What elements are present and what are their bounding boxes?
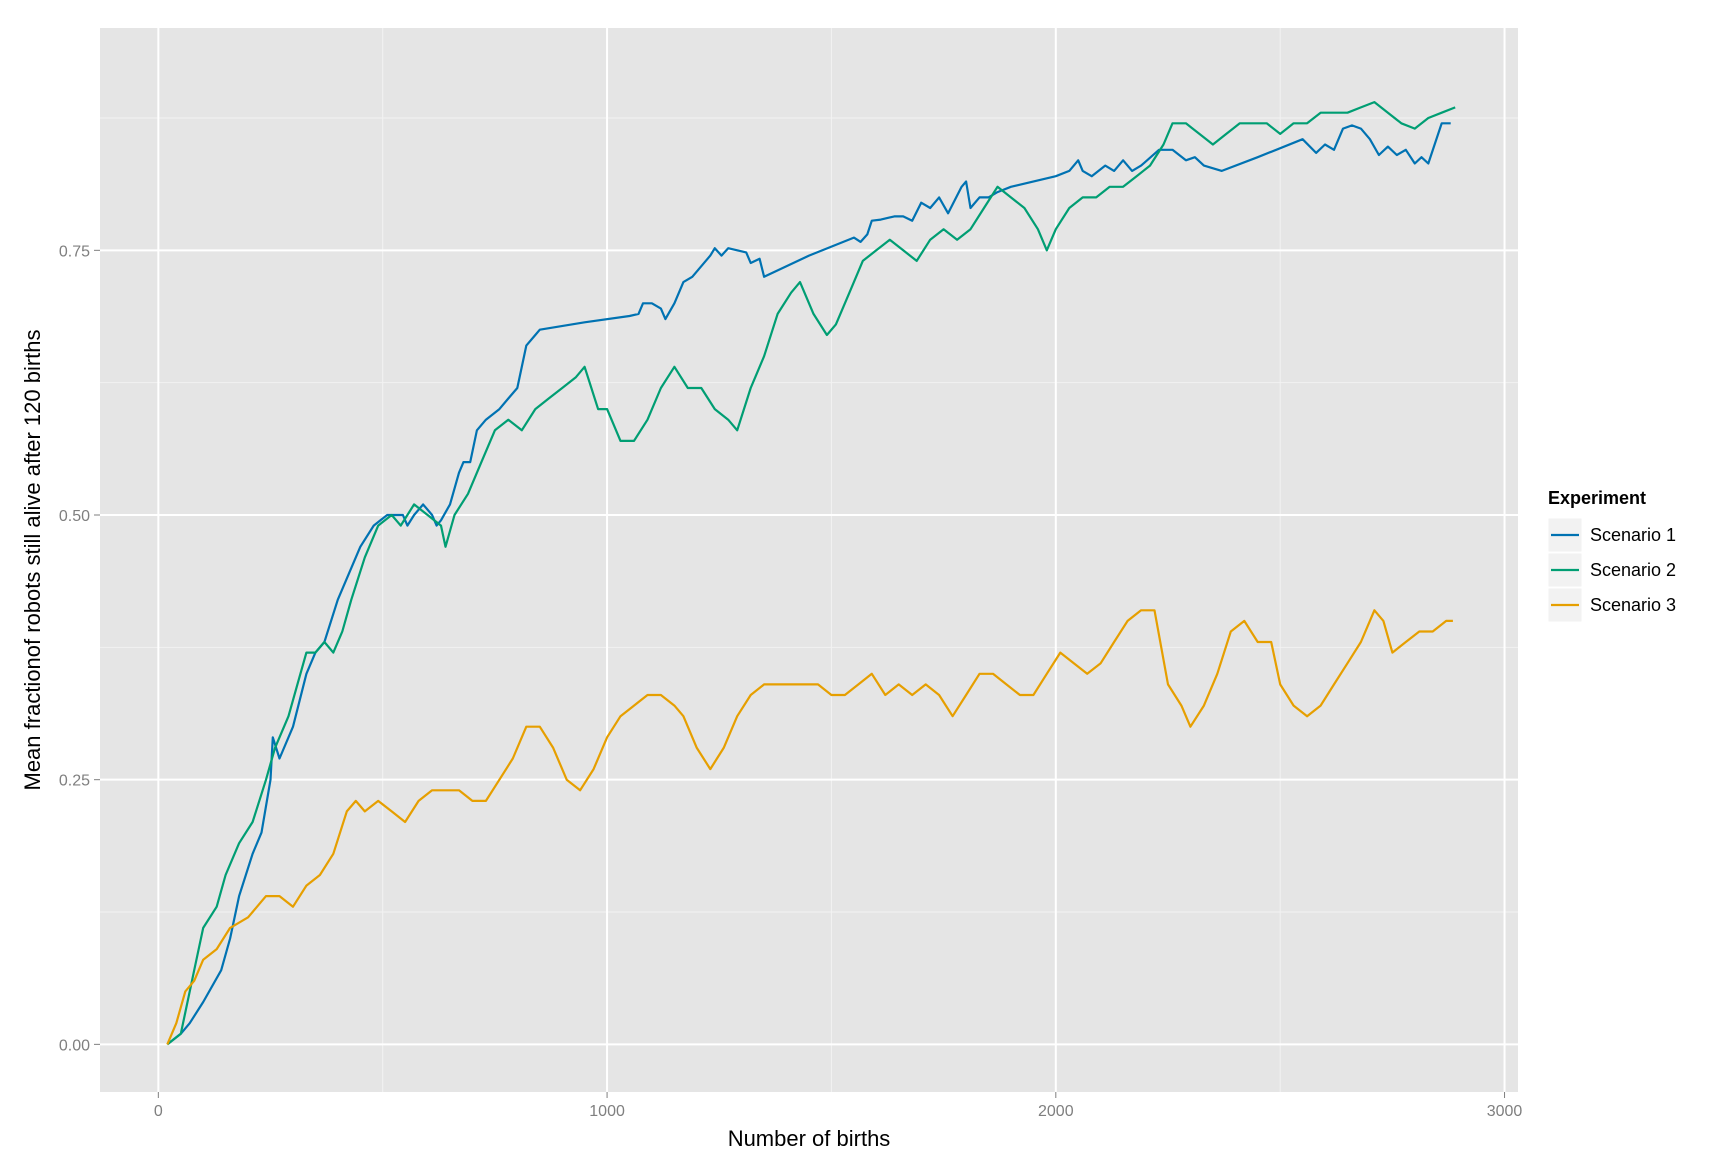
y-axis-title: Mean fractionof robots still alive after…: [20, 329, 45, 790]
x-tick-label: 3000: [1487, 1103, 1523, 1120]
legend-label: Scenario 2: [1590, 560, 1676, 580]
legend: Experiment Scenario 1 Scenario 2 Scenario …: [1547, 488, 1676, 623]
plot-panel: [100, 28, 1518, 1092]
legend-label: Scenario 1: [1590, 525, 1676, 545]
x-axis: 0 1000 2000 3000: [154, 1092, 1523, 1120]
x-axis-title: Number of births: [728, 1126, 891, 1151]
x-tick-label: 1000: [589, 1103, 625, 1120]
y-axis: 0.00 0.25 0.50 0.75: [59, 243, 100, 1054]
legend-title: Experiment: [1548, 488, 1646, 508]
x-tick-label: 0: [154, 1103, 163, 1120]
x-tick-label: 2000: [1038, 1103, 1074, 1120]
series-line-2: [166, 101, 1456, 1046]
series-line-1: [166, 122, 1451, 1046]
grid-major: [100, 28, 1518, 1092]
y-tick-label: 0.25: [59, 773, 90, 790]
series-lines: [166, 101, 1456, 1046]
y-tick-label: 0.75: [59, 243, 90, 260]
series-line-3: [166, 609, 1453, 1045]
y-tick-label: 0.50: [59, 508, 90, 525]
legend-label: Scenario 3: [1590, 595, 1676, 615]
y-tick-label: 0.00: [59, 1037, 90, 1054]
